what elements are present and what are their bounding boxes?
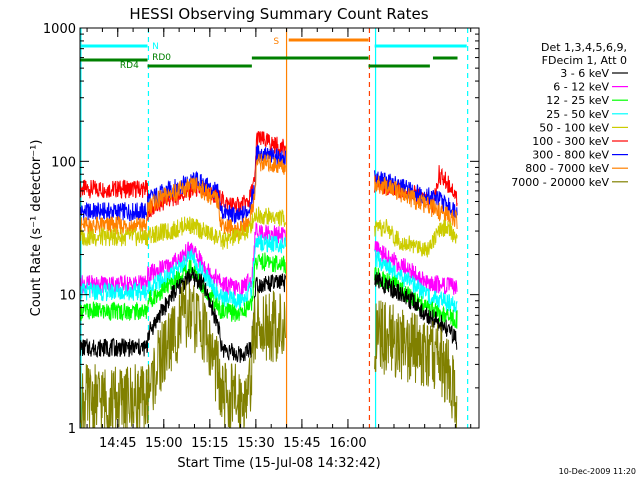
flag-label: RD4 <box>120 61 139 71</box>
x-tick-label: 15:30 <box>237 436 274 451</box>
x-tick-label: 16:00 <box>329 436 366 451</box>
x-tick-label: 14:45 <box>99 436 136 451</box>
x-tick-label: 15:15 <box>191 436 228 451</box>
legend-label: 25 - 50 keV <box>546 108 609 121</box>
y-tick-label: 10 <box>59 289 76 304</box>
flag-label: RD0 <box>152 53 171 63</box>
y-tick-label: 1 <box>68 422 76 437</box>
flag-label: S <box>273 37 279 47</box>
legend-label: 3 - 6 keV <box>560 67 609 80</box>
series-line <box>79 206 458 258</box>
x-tick-label: 15:45 <box>283 436 320 451</box>
legend: Det 1,3,4,5,6,9,FDecim 1, Att 03 - 6 keV… <box>511 41 628 189</box>
series-line <box>79 267 458 363</box>
axis-ticks: 14:45 15:00 15:15 15:30 15:45 16:00 1 10 100 1000 <box>43 22 479 451</box>
legend-label: 800 - 7000 keV <box>525 162 609 175</box>
y-tick-label: 100 <box>51 155 76 170</box>
y-tick-label: 1000 <box>43 22 76 37</box>
y-axis-title: Count Rate (s⁻¹ detector⁻¹) <box>29 140 44 317</box>
plot-frame <box>79 27 480 429</box>
series-line <box>79 153 458 240</box>
legend-label: 12 - 25 keV <box>546 94 609 107</box>
chart-title: HESSI Observing Summary Count Rates <box>129 5 428 23</box>
x-axis-title: Start Time (15-Jul-08 14:32:42) <box>177 456 380 471</box>
footer-timestamp: 10-Dec-2009 11:20 <box>559 467 636 476</box>
legend-label: 50 - 100 keV <box>539 121 609 134</box>
legend-header: FDecim 1, Att 0 <box>542 54 627 67</box>
flag-label: N <box>152 42 159 52</box>
series-line <box>79 279 458 429</box>
legend-label: 300 - 800 keV <box>532 149 609 162</box>
legend-label: 100 - 300 keV <box>532 135 609 148</box>
x-tick-label: 15:00 <box>145 436 182 451</box>
legend-header: Det 1,3,4,5,6,9, <box>541 41 627 54</box>
legend-label: 7000 - 20000 keV <box>511 176 609 189</box>
legend-label: 6 - 12 keV <box>553 81 609 94</box>
